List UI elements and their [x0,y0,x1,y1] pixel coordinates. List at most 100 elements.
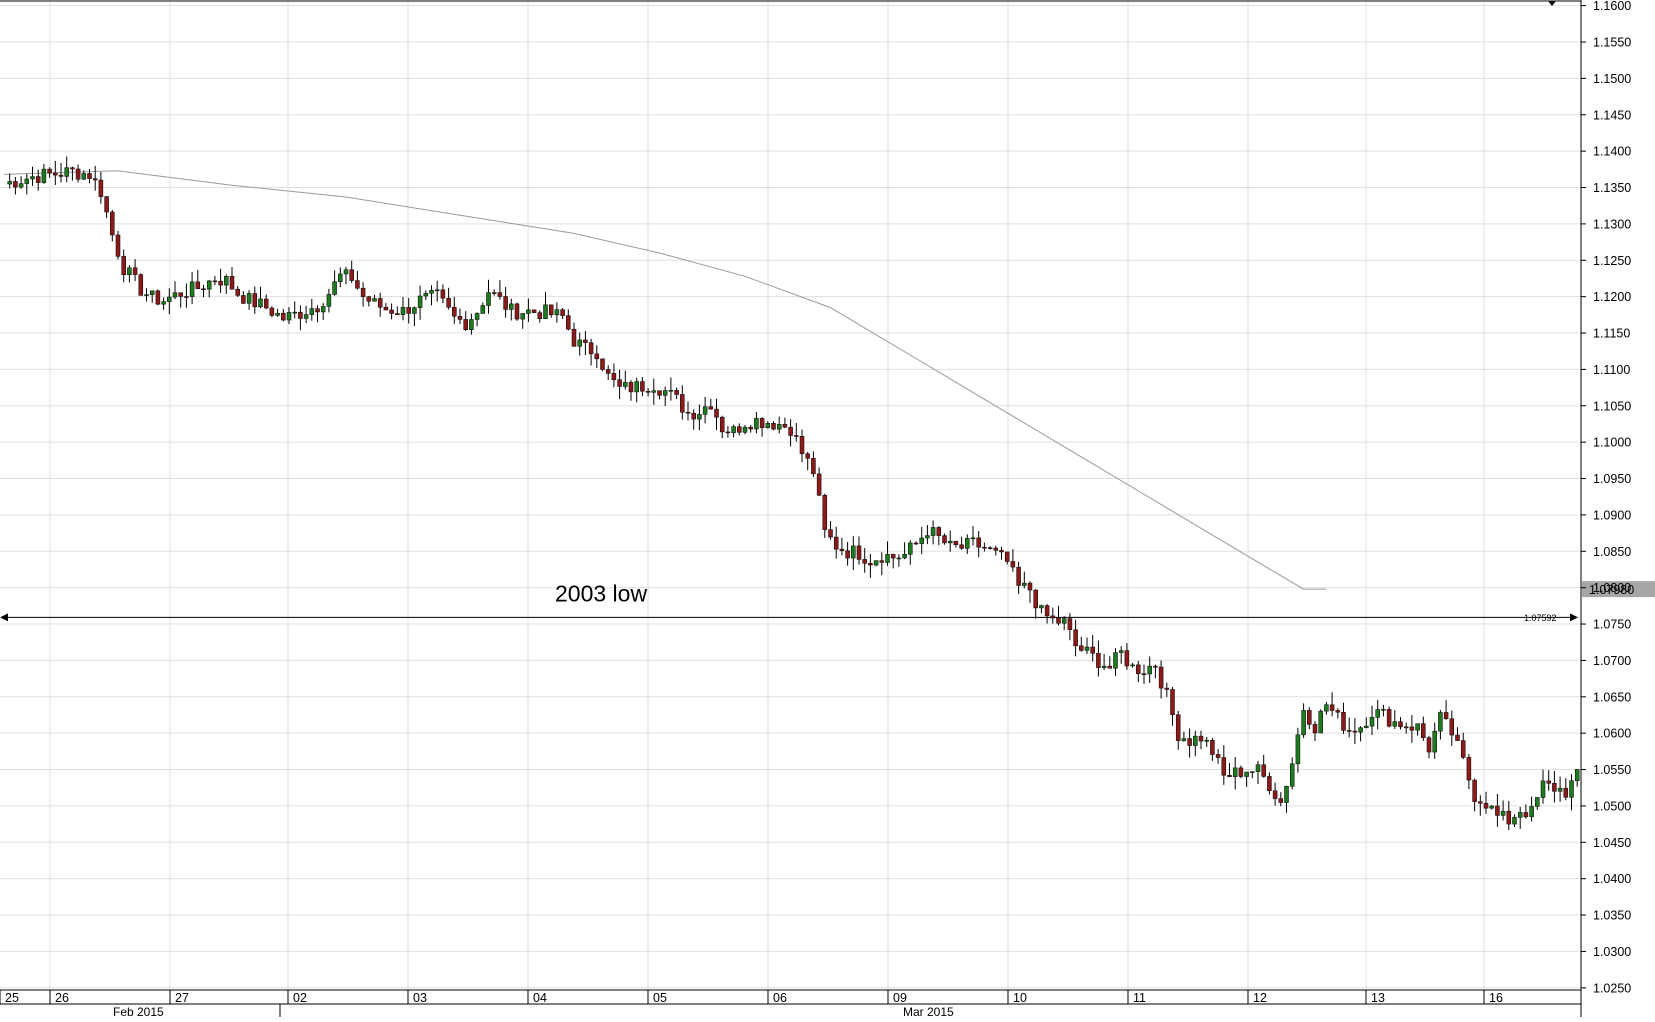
candle-up [343,269,349,275]
ma-value-label: 1.07980 [1589,583,1634,597]
candle-up [1113,652,1118,669]
moving-average-line [3,170,1327,590]
candle-up [1569,780,1574,798]
candle-up [417,295,423,308]
candle-up [189,281,195,297]
candle-up [474,313,480,320]
candle-down [1044,605,1050,617]
candle-down [600,358,605,370]
candle-down [748,426,753,430]
candle-up [127,267,132,276]
candle-down [269,307,275,316]
candle-down [628,382,634,393]
x-tick-label: 11 [1133,991,1146,1005]
candle-up [7,181,12,185]
x-tick-label: 04 [533,991,547,1005]
candle-up [947,540,953,544]
level-left-arrow-icon [0,613,8,622]
candle-up [286,312,292,321]
candle-down [132,267,138,275]
candle-up [1529,806,1534,818]
candle-up [634,381,639,393]
candle-down [281,312,286,321]
candle-down [1261,764,1266,777]
candle-up [577,339,582,347]
candle-up [1039,605,1044,609]
candle-down [1421,723,1426,738]
y-tick-label: 1.0600 [1593,727,1631,741]
month-label: Mar 2015 [903,1005,954,1017]
candle-down [235,288,240,296]
candle-down [799,435,805,455]
candle-down [1341,711,1346,731]
candle-down [708,406,714,410]
candle-up [776,424,782,430]
candle-down [1483,803,1489,809]
candle-up [1301,710,1306,736]
candle-up [554,309,560,316]
y-tick-label: 1.0500 [1593,799,1631,813]
candle-up [1232,767,1238,777]
candle-up [520,313,525,320]
candle-up [668,390,674,392]
candle-up [480,305,486,314]
y-tick-label: 1.0850 [1593,545,1631,559]
candle-down [560,309,565,316]
candle-down [155,290,161,305]
candle-up [469,319,474,330]
candle-up [24,178,30,184]
candle-down [1466,757,1472,781]
candle-down [503,296,508,310]
candle-up [18,183,24,188]
candle-up [1130,664,1135,667]
candle-down [349,269,354,281]
candle-down [514,303,520,320]
candle-down [241,295,246,304]
x-tick-label: 16 [1489,991,1503,1005]
candle-down [1307,710,1312,725]
candle-up [1535,797,1540,807]
candle-down [1506,810,1512,825]
candle-down [366,296,372,302]
candle-up [1318,710,1323,734]
candle-down [70,167,75,170]
candle-down [1141,673,1147,675]
candle-up [1540,780,1546,798]
candle-down [47,168,52,174]
candle-down [1158,666,1164,689]
candle-down [229,276,235,290]
candle-down [491,292,497,294]
ma-value-badge [1582,581,1655,598]
candle-up [1022,582,1027,586]
candle-up [902,554,907,559]
candle-down [1033,589,1038,609]
level-right-arrow-icon [1570,613,1578,622]
candle-down [218,280,223,286]
candle-up [258,298,263,308]
candle-down [759,418,765,428]
y-tick-label: 1.0700 [1593,654,1631,668]
candle-up [1375,709,1380,718]
candle-up [1381,709,1386,711]
candle-down [1455,734,1460,741]
candle-down [1096,652,1101,668]
candle-down [1346,730,1352,732]
candle-down [1067,618,1073,630]
candle-down [594,353,600,360]
candle-up [1432,730,1437,753]
candle-down [1409,726,1415,731]
candle-down [1107,665,1113,669]
candle-up [873,560,879,566]
candle-up [1489,805,1494,809]
candle-down [35,176,41,183]
candle-up [309,308,315,315]
candle-down [833,536,839,550]
candle-down [645,390,651,393]
candle-down [360,287,366,297]
candle-up [292,311,297,314]
candle-up [1438,712,1443,732]
candle-down [1460,740,1466,758]
